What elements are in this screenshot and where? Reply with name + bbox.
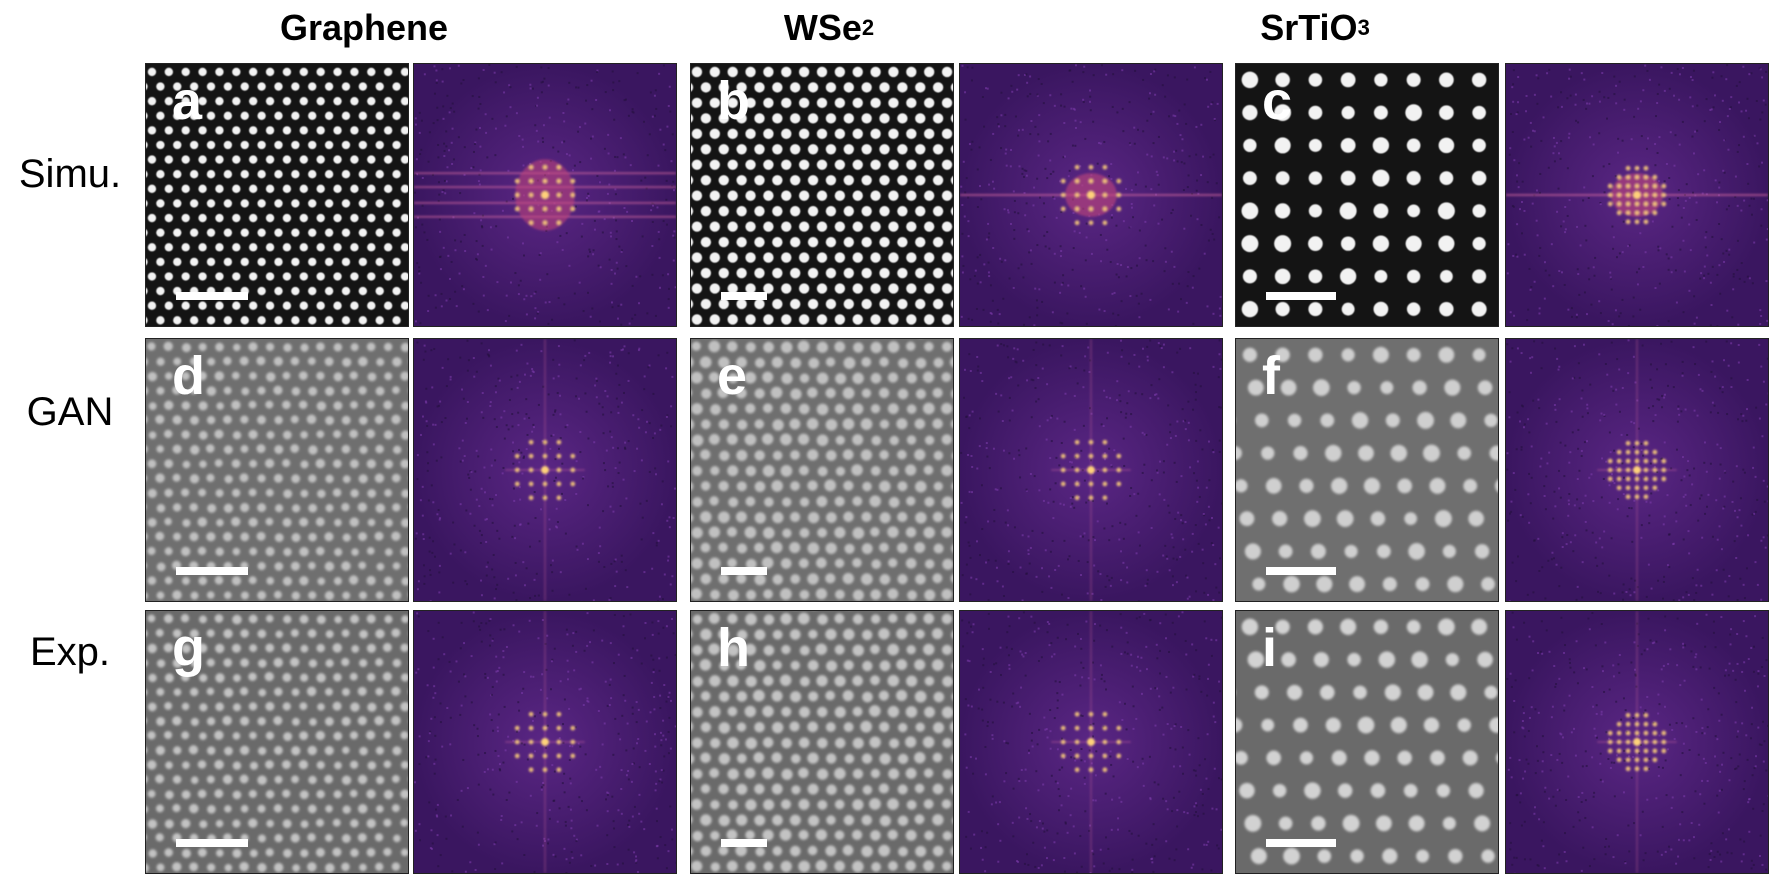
atomic-image bbox=[1236, 611, 1498, 873]
column-title-wse2: WSe 2 bbox=[783, 7, 875, 48]
panel-g-real-space: g bbox=[145, 610, 409, 874]
panel-h-fft bbox=[959, 610, 1223, 874]
fft-image bbox=[1506, 339, 1768, 601]
panel-letter: h bbox=[717, 618, 750, 678]
panel-letter: g bbox=[172, 618, 205, 678]
panel-a-real-space: a bbox=[145, 63, 409, 327]
scale-bar bbox=[176, 839, 248, 847]
fft-image bbox=[414, 339, 676, 601]
panel-f-real-space: f bbox=[1235, 338, 1499, 602]
column-title-text: WSe bbox=[783, 7, 862, 48]
panel-e-fft bbox=[959, 338, 1223, 602]
row-label-text: Exp. bbox=[29, 629, 111, 674]
atomic-image bbox=[146, 339, 408, 601]
column-title-text: Graphene bbox=[279, 7, 449, 48]
panel-e-real-space: e bbox=[690, 338, 954, 602]
row-label-simu: Simu. bbox=[0, 151, 140, 196]
fft-image bbox=[414, 64, 676, 326]
scale-bar bbox=[721, 292, 767, 300]
column-title-srtio3: SrTiO 3 bbox=[1260, 7, 1370, 48]
panel-a-fft bbox=[413, 63, 677, 327]
scale-bar bbox=[176, 292, 248, 300]
atomic-image bbox=[146, 64, 408, 326]
fft-image bbox=[960, 611, 1222, 873]
scale-bar bbox=[1266, 292, 1336, 300]
row-label-text: Simu. bbox=[18, 151, 122, 196]
panel-c-fft bbox=[1505, 63, 1769, 327]
panel-letter: f bbox=[1262, 346, 1280, 406]
fft-image bbox=[1506, 611, 1768, 873]
panel-b-real-space: b bbox=[690, 63, 954, 327]
panel-letter: b bbox=[717, 71, 750, 131]
scale-bar bbox=[721, 839, 767, 847]
panel-letter: i bbox=[1262, 618, 1278, 678]
panel-h-real-space: h bbox=[690, 610, 954, 874]
column-title-graphene: Graphene bbox=[268, 6, 460, 50]
panel-letter: a bbox=[172, 71, 203, 131]
atomic-image bbox=[691, 339, 953, 601]
scale-bar bbox=[721, 567, 767, 575]
scale-bar bbox=[1266, 567, 1336, 575]
scale-bar bbox=[176, 567, 248, 575]
panel-d-fft bbox=[413, 338, 677, 602]
panel-letter: d bbox=[172, 346, 205, 406]
atomic-image bbox=[1236, 339, 1498, 601]
fft-image bbox=[1506, 64, 1768, 326]
panel-f-fft bbox=[1505, 338, 1769, 602]
row-label-text: GAN bbox=[26, 389, 114, 434]
atomic-image bbox=[146, 611, 408, 873]
panel-g-fft bbox=[413, 610, 677, 874]
scale-bar bbox=[1266, 839, 1336, 847]
panel-i-real-space: i bbox=[1235, 610, 1499, 874]
fft-image bbox=[960, 339, 1222, 601]
row-label-exp: Exp. bbox=[0, 629, 140, 674]
row-label-gan: GAN bbox=[0, 389, 140, 434]
atomic-image bbox=[691, 611, 953, 873]
panel-letter: c bbox=[1262, 71, 1293, 131]
atomic-image bbox=[691, 64, 953, 326]
atomic-image bbox=[1236, 64, 1498, 326]
fft-image bbox=[960, 64, 1222, 326]
panel-b-fft bbox=[959, 63, 1223, 327]
panel-letter: e bbox=[717, 346, 748, 406]
panel-i-fft bbox=[1505, 610, 1769, 874]
panel-c-real-space: c bbox=[1235, 63, 1499, 327]
panel-d-real-space: d bbox=[145, 338, 409, 602]
column-title-text: SrTiO bbox=[1260, 7, 1358, 48]
fft-image bbox=[414, 611, 676, 873]
